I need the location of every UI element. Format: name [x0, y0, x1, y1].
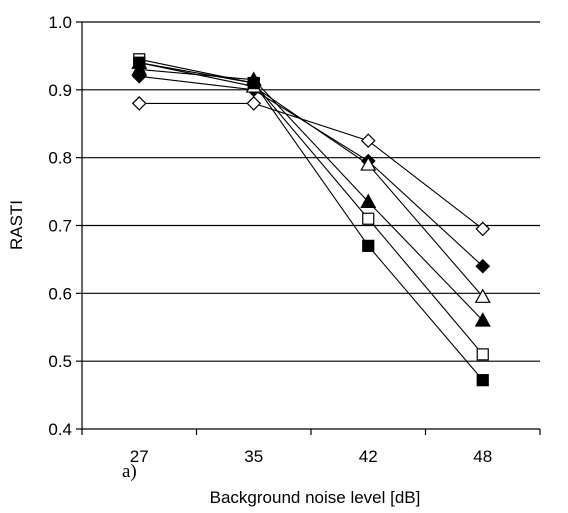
marker-diamond-open — [131, 96, 147, 111]
marker-square-filled — [247, 76, 260, 90]
y-tick-label: 0.9 — [48, 81, 72, 100]
marker-square-open — [476, 348, 489, 361]
marker-square-open — [362, 212, 375, 225]
marker-square-filled — [133, 56, 146, 69]
tick-labels: 0.4 0.5 0.6 0.7 0.8 0.9 1.0 27 35 42 48 — [48, 13, 492, 466]
y-tick-label: 0.6 — [48, 284, 72, 303]
x-tick-label: 27 — [130, 447, 149, 466]
marker-diamond-filled — [475, 258, 491, 274]
axes — [76, 21, 541, 435]
y-tick-label: 0.8 — [48, 149, 72, 168]
y-tick-label: 0.7 — [48, 217, 72, 236]
marker-triangle-filled — [474, 312, 491, 327]
y-tick-label: 1.0 — [48, 13, 72, 32]
x-axis-title: Background noise level [dB] — [210, 488, 421, 507]
series-line-diamond-open — [139, 102, 484, 230]
y-axis-title: RASTI — [7, 200, 26, 250]
series-line-square-filled — [139, 62, 484, 381]
series-line-triangle-filled — [139, 68, 484, 321]
panel-label: a) — [122, 461, 137, 482]
x-tick-label: 35 — [244, 447, 263, 466]
series-markers — [131, 53, 491, 387]
series-lines — [139, 58, 484, 381]
marker-triangle-open — [474, 288, 491, 303]
marker-diamond-open — [360, 133, 376, 149]
y-tick-label: 0.4 — [48, 420, 72, 439]
marker-square-filled — [362, 239, 375, 252]
marker-diamond-open — [246, 96, 262, 111]
x-tick-label: 48 — [473, 447, 492, 466]
y-tick-label: 0.5 — [48, 352, 72, 371]
series-line-square-open — [139, 58, 484, 355]
x-tick-label: 42 — [359, 447, 378, 466]
gridlines — [82, 21, 540, 362]
marker-diamond-open — [475, 221, 491, 237]
marker-square-filled — [476, 374, 489, 387]
series-line-triangle-open — [139, 62, 484, 298]
marker-triangle-filled — [360, 193, 377, 208]
marker-triangle-open — [360, 156, 377, 171]
